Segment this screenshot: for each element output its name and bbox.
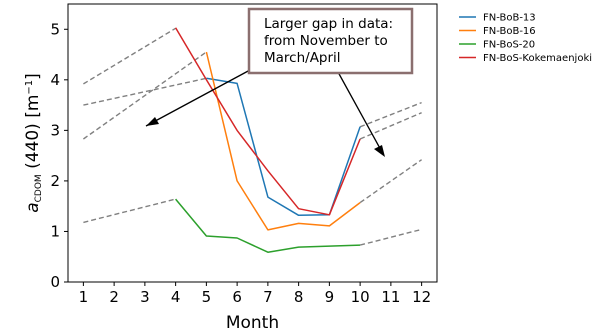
gap-line-1 (83, 27, 176, 85)
gap-line-4 (83, 198, 176, 224)
annotation-line-1: Larger gap in data: (264, 16, 393, 32)
x-tick-label: 11 (381, 288, 400, 306)
annotation-line-2: from November to (264, 33, 388, 49)
series-line-3 (175, 198, 361, 253)
series-line-4 (174, 27, 361, 216)
gap-line-7 (359, 159, 423, 204)
x-tick-label: 8 (294, 288, 304, 306)
gap-line-6 (359, 112, 422, 140)
legend-label-1: FN-BoB-13 (483, 13, 536, 24)
gap-line-8 (359, 228, 422, 246)
gap-line-3 (82, 51, 207, 140)
legend-label-4: FN-BoS-Kokemaenjoki (483, 53, 592, 64)
x-tick-label: 1 (79, 288, 89, 306)
series-lines (174, 27, 361, 253)
annotation-box (247, 7, 414, 75)
legend-label-2: FN-BoB-16 (483, 26, 536, 37)
gap-line-5 (359, 101, 422, 128)
annotation-arrowhead-left (146, 117, 159, 126)
annotation-arrow-right (337, 71, 383, 153)
gap-lines (82, 27, 423, 246)
y-tick-label: 0 (50, 273, 60, 291)
y-tick-label: 2 (50, 172, 60, 190)
annotation-arrowhead-right (374, 145, 385, 157)
y-axis: 0 1 2 3 4 5 (50, 20, 68, 291)
x-axis-title: Month (226, 313, 279, 333)
series-line-1 (206, 77, 361, 217)
annotation: Larger gap in data: from November to Mar… (145, 7, 414, 157)
annotation-arrow-left (145, 69, 251, 127)
legend: FN-BoB-13 FN-BoB-16 FN-BoS-20 FN-BoS-Kokema… (459, 13, 592, 64)
legend-label-3: FN-BoS-20 (483, 40, 535, 51)
x-tick-label: 6 (232, 288, 242, 306)
x-axis: 1 2 3 4 5 6 7 8 9 10 11 12 (79, 282, 431, 306)
x-tick-label: 5 (202, 288, 212, 306)
y-tick-label: 4 (50, 71, 60, 89)
y-tick-label: 5 (50, 20, 60, 38)
x-tick-label: 2 (109, 288, 119, 306)
y-tick-label: 1 (50, 222, 60, 240)
x-tick-label: 12 (412, 288, 431, 306)
x-tick-label: 7 (263, 288, 273, 306)
y-tick-label: 3 (50, 121, 60, 139)
gap-line-2 (83, 77, 207, 106)
x-tick-label: 9 (325, 288, 335, 306)
x-tick-label: 3 (140, 288, 150, 306)
annotation-line-3: March/April (264, 50, 341, 66)
y-axis-title: aCDOM (440) [m−1] (23, 73, 44, 213)
x-tick-label: 10 (351, 288, 370, 306)
x-tick-label: 4 (171, 288, 181, 306)
plot-frame (67, 3, 438, 283)
series-line-2 (205, 51, 361, 231)
